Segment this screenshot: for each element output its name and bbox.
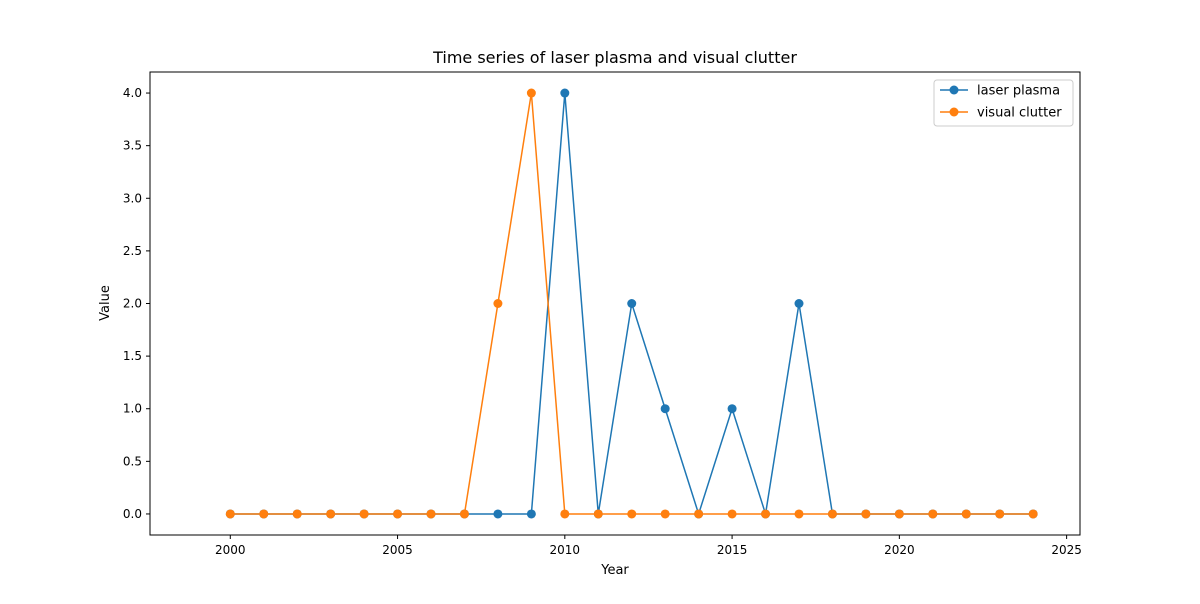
y-tick-label: 2.5 xyxy=(123,244,142,258)
data-point-laser-plasma xyxy=(794,299,804,308)
data-point-visual-clutter xyxy=(995,509,1005,519)
y-tick-label: 4.0 xyxy=(123,86,142,100)
legend-label-laser-plasma: laser plasma xyxy=(977,84,1060,99)
data-point-visual-clutter xyxy=(493,299,503,308)
data-point-visual-clutter xyxy=(827,509,837,519)
y-tick-label: 0.5 xyxy=(123,454,142,468)
data-point-visual-clutter xyxy=(426,509,436,519)
legend: laser plasma visual clutter xyxy=(933,79,1074,127)
plot-frame xyxy=(149,71,1081,536)
data-point-visual-clutter xyxy=(292,509,302,519)
y-tick-label: 1.0 xyxy=(123,402,142,416)
data-point-visual-clutter xyxy=(627,509,637,519)
data-point-visual-clutter xyxy=(861,509,871,519)
y-axis-ticks: 0.0 0.5 1.0 1.5 2.0 2.5 3.0 3.5 4.0 xyxy=(123,86,150,521)
data-point-visual-clutter xyxy=(326,509,336,519)
x-tick-label: 2025 xyxy=(1051,543,1082,557)
x-axis-ticks: 2000 2005 2010 2015 2020 2025 xyxy=(215,535,1082,557)
data-point-laser-plasma xyxy=(627,299,637,308)
data-point-laser-plasma xyxy=(727,404,737,414)
x-tick-label: 2010 xyxy=(550,543,581,557)
data-point-visual-clutter xyxy=(894,509,904,519)
legend-box xyxy=(933,79,1074,127)
data-point-visual-clutter xyxy=(761,509,771,519)
legend-marker-laser-plasma xyxy=(949,85,959,95)
data-point-visual-clutter xyxy=(459,509,469,519)
data-point-visual-clutter xyxy=(359,509,369,519)
data-point-visual-clutter xyxy=(794,509,804,519)
legend-marker-visual-clutter xyxy=(949,107,959,117)
data-point-visual-clutter xyxy=(225,509,235,519)
y-tick-label: 1.5 xyxy=(123,349,142,363)
data-point-laser-plasma xyxy=(493,509,503,519)
y-tick-label: 0.0 xyxy=(123,507,142,521)
chart-title: Time series of laser plasma and visual c… xyxy=(432,48,797,67)
data-point-visual-clutter xyxy=(928,509,938,519)
data-point-visual-clutter xyxy=(259,509,269,519)
y-tick-label: 2.0 xyxy=(123,297,142,311)
x-tick-label: 2005 xyxy=(382,543,413,557)
data-point-visual-clutter xyxy=(593,509,603,519)
x-tick-label: 2015 xyxy=(717,543,748,557)
data-point-laser-plasma xyxy=(560,88,570,98)
series-layer xyxy=(225,88,1038,519)
data-point-laser-plasma xyxy=(526,509,536,519)
data-point-visual-clutter xyxy=(727,509,737,519)
y-tick-label: 3.5 xyxy=(123,139,142,153)
data-point-visual-clutter xyxy=(694,509,704,519)
x-axis-label: Year xyxy=(600,563,629,578)
x-tick-label: 2020 xyxy=(884,543,915,557)
data-point-visual-clutter xyxy=(660,509,670,519)
data-point-laser-plasma xyxy=(660,404,670,414)
data-point-visual-clutter xyxy=(961,509,971,519)
data-point-visual-clutter xyxy=(393,509,403,519)
data-point-visual-clutter xyxy=(560,509,570,519)
data-point-visual-clutter xyxy=(526,88,536,98)
y-axis-label: Value xyxy=(98,285,113,321)
y-tick-label: 3.0 xyxy=(123,191,142,205)
series-visual-clutter xyxy=(225,88,1038,519)
data-point-visual-clutter xyxy=(1028,509,1038,519)
x-tick-label: 2000 xyxy=(215,543,246,557)
legend-label-visual-clutter: visual clutter xyxy=(977,106,1062,121)
